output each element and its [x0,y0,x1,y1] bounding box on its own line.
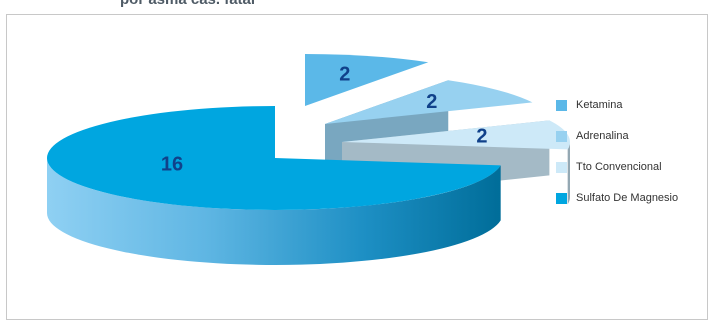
pie-data-labels: 2 2 2 16 [161,63,488,175]
data-label-adrenalina: 2 [426,91,437,113]
legend-label: Tto Convencional [576,161,662,173]
slice-side-sulfato-de-magnesio [47,158,501,266]
legend-label: Adrenalina [576,130,629,142]
data-label-sulfato-de-magnesio: 16 [161,153,183,175]
legend-label: Ketamina [576,99,623,111]
slice-top-tto-convencional [342,120,570,150]
slice-side-tto-convencional [567,142,570,205]
slice-ketamina [305,54,429,106]
legend-swatch [556,192,567,204]
legend-swatch [556,161,567,173]
legend-item-ketamina: Ketamina [556,98,622,112]
slice-top-ketamina [305,54,429,106]
legend-item-tto-convencional: Tto Convencional [556,160,662,174]
slice-sulfato-de-magnesio [46,106,501,266]
legend-swatch [556,99,567,111]
data-label-ketamina: 2 [339,63,350,85]
data-label-tto-convencional: 2 [476,126,487,148]
slice-top-adrenalina [325,80,533,124]
legend-label: Sulfato De Magnesio [576,192,679,204]
legend-item-sulfato-de-magnesio: Sulfato De Magnesio [556,191,678,205]
slice-top-sulfato-de-magnesio [46,106,501,211]
page-title: por asma cas. fatal [120,0,255,8]
legend-item-adrenalina: Adrenalina [556,129,629,143]
pie-slices [46,54,570,266]
legend-swatch [556,130,567,142]
